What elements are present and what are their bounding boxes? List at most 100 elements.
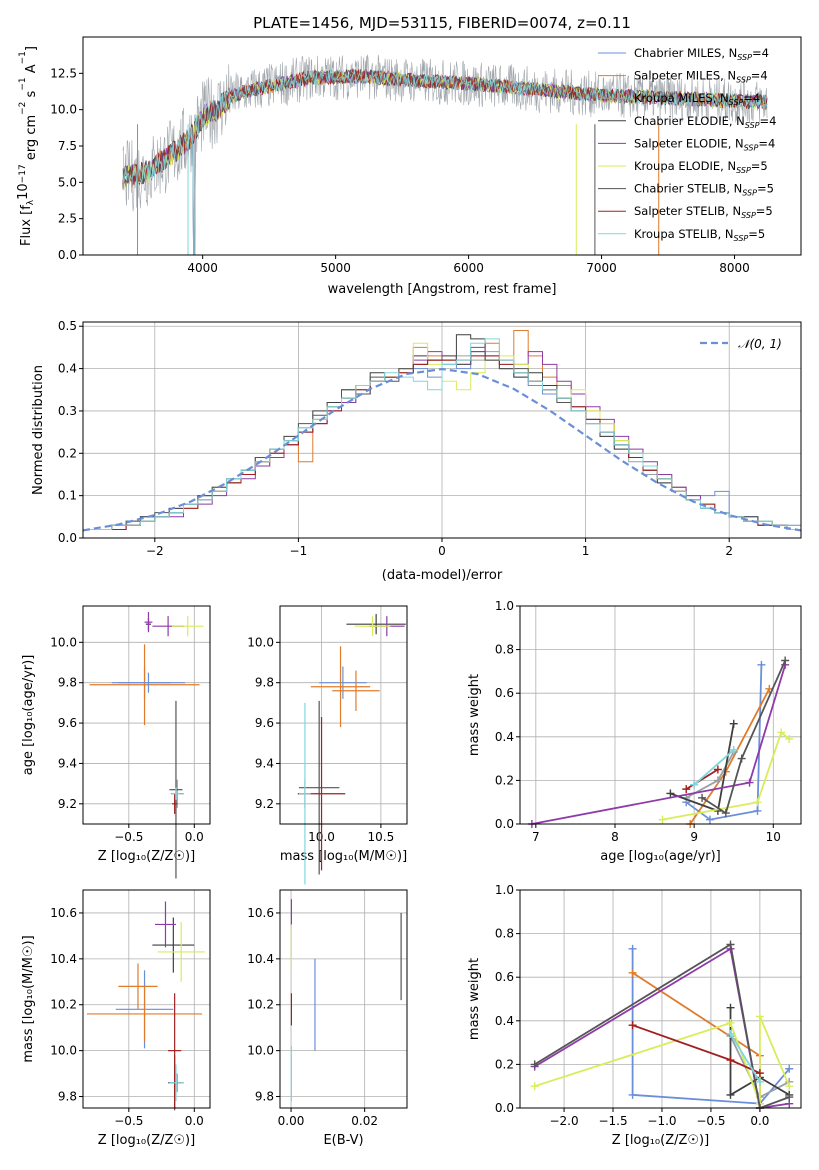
- y-axis-label-part: −1: [18, 51, 28, 64]
- y-axis-label: mass [log₁₀(M/M☉)]: [21, 935, 36, 1062]
- legend-sub: SSP: [736, 166, 751, 175]
- weight-marker: [753, 798, 762, 807]
- weight-marker: [745, 778, 754, 787]
- legend-label: Chabrier MILES, NSSP=4: [634, 46, 769, 62]
- legend-label: Salpeter MILES, NSSP=4: [634, 69, 768, 85]
- y-tick-label: 0.3: [58, 404, 77, 418]
- legend-label: Kroupa MILES, NSSP=4: [634, 91, 760, 107]
- x-tick-label: −0.5: [696, 1114, 725, 1128]
- weight-marker: [658, 815, 667, 824]
- x-tick-label: −2: [146, 544, 164, 558]
- y-tick-label: 2.5: [58, 212, 77, 226]
- x-tick-label: 6000: [453, 261, 484, 275]
- legend-sub: SSP: [744, 143, 759, 152]
- mass-vs-ebv-panel: 0.00 0.02 9.8 10.0 10.2 10.4 10.6 E(B-V): [247, 889, 408, 1148]
- weight-marker: [755, 1069, 764, 1078]
- legend-name: Kroupa ELODIE, N: [634, 159, 736, 173]
- x-tick-label: −0.5: [114, 830, 143, 844]
- y-tick-label: 5.0: [58, 175, 77, 189]
- legend-sub: SSP: [736, 76, 751, 85]
- age-vs-metallicity-panel: −0.5 0.0 9.2 9.4 9.6 9.8 10.0 Z [log₁₀(Z/Z☉)] ag…: [21, 605, 211, 879]
- x-tick-label: 10: [766, 830, 781, 844]
- weight-marker: [785, 1082, 794, 1091]
- legend-suffix: =4: [743, 91, 760, 105]
- histogram-frame: [82, 321, 802, 539]
- y-axis-label-part: Flux [f: [19, 205, 34, 246]
- y-tick-label: 0.1: [58, 489, 77, 503]
- legend-label: Chabrier ELODIE, NSSP=4: [634, 114, 776, 130]
- y-tick-label: 9.4: [58, 756, 77, 770]
- y-tick-label: 10.0: [50, 1044, 77, 1058]
- y-tick-label: 0.2: [58, 446, 77, 460]
- weight-vs-metallicity-panel: −2.0 −1.5 −1.0 −0.5 0.0 0.0 0.2 0.4 0.6 0.8 1.0 Z […: [467, 883, 802, 1148]
- weight-marker: [729, 719, 738, 728]
- x-tick-label: 10.5: [368, 830, 395, 844]
- weight-marker: [785, 734, 794, 743]
- spectrum-panel: 4000 5000 6000 7000 8000 0.0 2.5 5.0 7.5 10.0 12.5…: [16, 36, 802, 297]
- y-tick-label: 0.6: [495, 970, 514, 984]
- x-tick-label: 7000: [586, 261, 617, 275]
- legend-label: Salpeter STELIB, NSSP=5: [634, 204, 773, 220]
- x-tick-label: 0.00: [278, 1114, 305, 1128]
- x-tick-label: 0.0: [185, 1114, 204, 1128]
- x-axis-label: wavelength [Angstrom, rest frame]: [328, 282, 557, 297]
- y-tick-label: 9.6: [58, 716, 77, 730]
- weight-marker: [682, 785, 691, 794]
- y-axis-label-part: −17: [18, 164, 28, 183]
- y-axis-label: mass weight: [467, 958, 482, 1040]
- weight-marker: [628, 944, 637, 953]
- y-tick-label: 9.8: [255, 1090, 274, 1104]
- y-axis-label-part: ]: [24, 46, 39, 51]
- legend-name: Kroupa STELIB, N: [634, 227, 734, 241]
- x-tick-label: 4000: [187, 261, 218, 275]
- y-tick-label: 0.2: [495, 773, 514, 787]
- x-tick-label: 2: [725, 544, 733, 558]
- legend-sub: SSP: [737, 53, 752, 62]
- y-tick-label: 9.2: [255, 797, 274, 811]
- weight-series-line: [701, 660, 787, 815]
- y-tick-label: 0.0: [58, 248, 77, 262]
- x-tick-label: 0.02: [351, 1114, 378, 1128]
- x-tick-label: 9: [690, 830, 698, 844]
- weight-marker: [713, 776, 722, 785]
- y-tick-label: 0.6: [495, 686, 514, 700]
- weight-marker: [757, 660, 766, 669]
- y-axis-label: age [log₁₀(age/yr)]: [21, 655, 36, 776]
- weight-marker: [628, 968, 637, 977]
- legend-label: Salpeter ELODIE, NSSP=4: [634, 136, 775, 152]
- mass_vs_Z-frame: [82, 889, 211, 1109]
- y-axis-label-part: −2: [18, 102, 28, 115]
- x-tick-label: 5000: [320, 261, 351, 275]
- x-tick-label: 8: [611, 830, 619, 844]
- y-tick-label: 0.5: [58, 319, 77, 333]
- y-tick-label: 1.0: [495, 883, 514, 897]
- y-axis-label: mass weight: [467, 674, 482, 756]
- weight-marker: [785, 1064, 794, 1073]
- y-axis-label-part: 10: [16, 183, 31, 200]
- mass_vs_ebv-frame: [279, 889, 408, 1109]
- legend-suffix: =4: [752, 46, 769, 60]
- legend-suffix: =4: [751, 69, 768, 83]
- y-axis-label-part: s: [24, 90, 39, 101]
- weight-marker: [755, 1077, 764, 1086]
- weight-marker: [785, 1093, 794, 1102]
- weight-marker: [726, 1018, 735, 1027]
- weight-marker: [755, 1012, 764, 1021]
- weight-series-line: [685, 768, 719, 790]
- legend-name: Salpeter STELIB, N: [634, 204, 741, 218]
- y-tick-label: 0.8: [495, 927, 514, 941]
- weight-marker: [753, 806, 762, 815]
- y-tick-label: 10.0: [247, 1044, 274, 1058]
- x-tick-label: 8000: [719, 261, 750, 275]
- y-axis-label-part: −1: [18, 77, 28, 90]
- y-tick-label: 10.2: [247, 998, 274, 1012]
- legend-name: Chabrier ELODIE, N: [634, 114, 745, 128]
- spectrum-title: PLATE=1456, MJD=53115, FIBERID=0074, z=0…: [253, 14, 631, 32]
- weight-marker: [666, 789, 675, 798]
- weight-marker: [726, 1056, 735, 1065]
- x-tick-label: 7: [532, 830, 540, 844]
- x-axis-label: Z [log₁₀(Z/Z☉)]: [98, 1133, 195, 1148]
- weight-marker: [726, 1003, 735, 1012]
- legend-label: Kroupa ELODIE, NSSP=5: [634, 159, 768, 175]
- y-tick-label: 0.4: [495, 1014, 514, 1028]
